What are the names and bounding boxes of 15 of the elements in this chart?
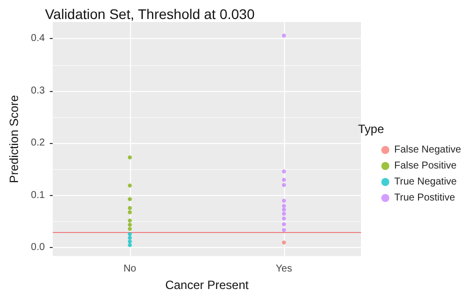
y-tick-label: 0.0 [30,242,46,254]
legend-label: True Negative [394,176,458,188]
legend-label: False Negative [394,144,462,156]
y-axis-title: Prediction Score [7,94,21,184]
legend-label: False Positive [394,160,457,172]
x-axis-title: Cancer Present [165,278,250,292]
chart-title: Validation Set, Threshold at 0.030 [45,6,255,22]
x-tick-label: Yes [276,264,292,275]
y-tick-label: 0.4 [30,33,46,44]
legend-label: True Postitive [394,192,456,204]
x-tick-label: No [123,264,137,275]
legend-title: Type [358,122,384,136]
y-tick-label: 0.3 [30,85,46,96]
y-tick-label: 0.2 [30,138,46,149]
y-tick-label: 0.1 [30,190,46,201]
